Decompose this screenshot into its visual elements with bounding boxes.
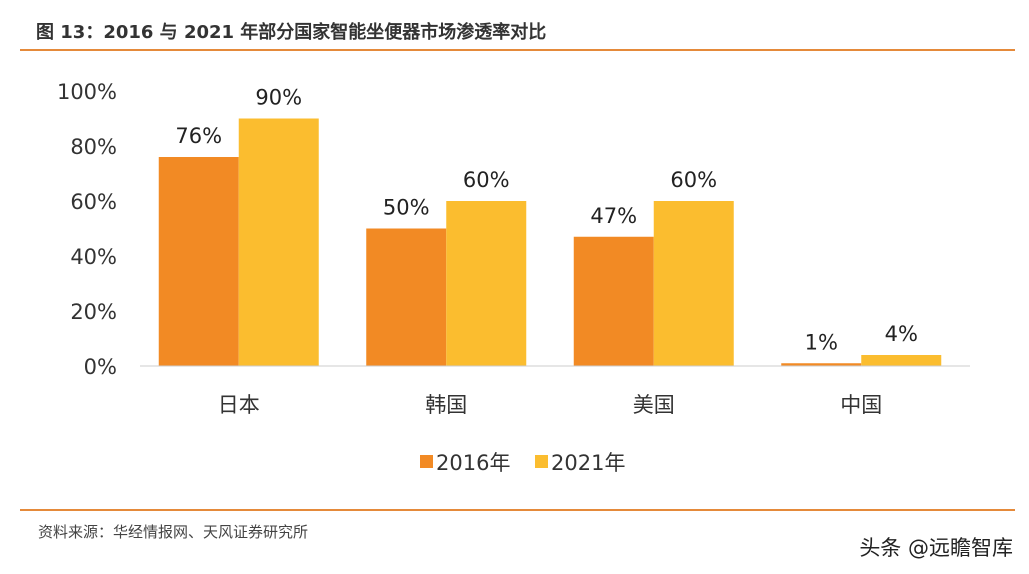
legend-swatch (535, 455, 548, 468)
legend-swatch (420, 455, 433, 468)
source-note: 资料来源：华经情报网、天风证券研究所 (38, 523, 309, 541)
bar-2021 (861, 355, 942, 366)
bar-2016 (573, 236, 654, 366)
figure-title: 图 13：2016 与 2021 年部分国家智能坐便器市场渗透率对比 (36, 22, 547, 43)
bottom-rule (20, 509, 1015, 511)
y-tick-label: 0% (84, 355, 117, 379)
x-tick-label: 韩国 (425, 393, 467, 417)
data-label: 90% (255, 86, 302, 110)
legend-label: 2021年 (551, 451, 625, 475)
y-tick-label: 60% (70, 190, 117, 214)
y-tick-label: 20% (70, 300, 117, 324)
top-rule (20, 49, 1015, 51)
bar-chart: 0% 20% 40% 60% 80% 100% 76% 90% 日本 50% 60% 韩国 47% 60%… (57, 80, 970, 475)
bar-2021 (653, 201, 734, 366)
data-label: 60% (670, 168, 717, 192)
legend-label: 2016年 (436, 451, 510, 475)
bar-2016 (366, 228, 447, 366)
y-tick-label: 40% (70, 245, 117, 269)
y-tick-label: 100% (57, 80, 117, 104)
x-tick-label: 日本 (218, 393, 260, 417)
y-tick-label: 80% (70, 135, 117, 159)
bar-2016 (158, 157, 239, 366)
data-label: 60% (463, 168, 510, 192)
bar-2021 (446, 201, 527, 366)
data-label: 76% (175, 124, 222, 148)
data-label: 50% (383, 196, 430, 220)
bar-2016 (781, 363, 862, 366)
bar-2021 (238, 118, 319, 366)
x-tick-label: 美国 (633, 393, 675, 417)
data-label: 1% (805, 330, 838, 354)
x-tick-label: 中国 (840, 393, 882, 417)
data-label: 4% (885, 322, 918, 346)
watermark: 头条 @远瞻智库 (859, 536, 1013, 560)
data-label: 47% (590, 204, 637, 228)
